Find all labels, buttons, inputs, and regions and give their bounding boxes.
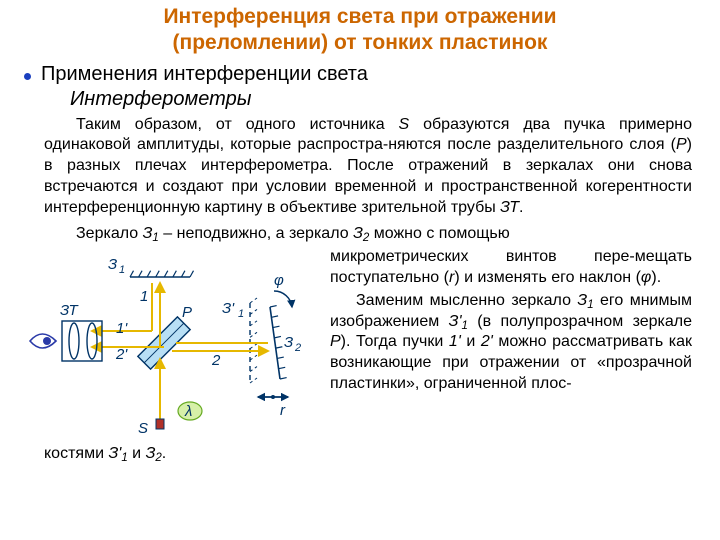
svg-text:З: З [108,256,117,273]
svg-text:r: r [280,402,286,419]
svg-text:2: 2 [211,352,221,369]
svg-text:1: 1 [140,288,148,305]
subheading: Интерферометры [0,88,720,115]
svg-text:λ: λ [184,403,192,420]
slide-title: Интерференция света при отражении (прело… [0,0,720,63]
svg-text:1: 1 [119,264,125,276]
svg-text:1': 1' [116,320,128,337]
side-paragraph-1: микрометрических винтов пере-мещать пост… [330,247,692,289]
svg-text:1: 1 [238,308,244,320]
svg-text:2': 2' [115,346,128,363]
svg-text:P: P [182,304,192,321]
svg-text:2: 2 [294,342,301,354]
svg-text:З: З [284,334,293,351]
interferometer-diagram: З1ЗТ1PЗ'1φ1'З22'2rSλ [22,247,320,445]
last-line: костями З'1 и З2. [0,445,720,463]
svg-text:φ: φ [274,272,284,289]
paragraph-1: Таким образом, от одного источника S обр… [0,115,720,225]
title-line-2: (преломлении) от тонких пластинок [173,31,548,54]
bullet-application: Применения интерференции света [0,63,720,88]
svg-text:S: S [138,420,148,437]
title-line-1: Интерференция света при отражении [163,5,556,28]
application-line: Применения интерференции света [41,63,368,86]
svg-text:З': З' [222,300,235,317]
svg-text:ЗТ: ЗТ [60,302,80,319]
side-paragraph-2: Заменим мысленно зеркало З1 его мнимым и… [330,291,692,395]
paragraph-2-lead: Зеркало З1 – неподвижно, а зеркало З2 мо… [0,224,720,247]
bullet-dot-icon [24,73,31,80]
